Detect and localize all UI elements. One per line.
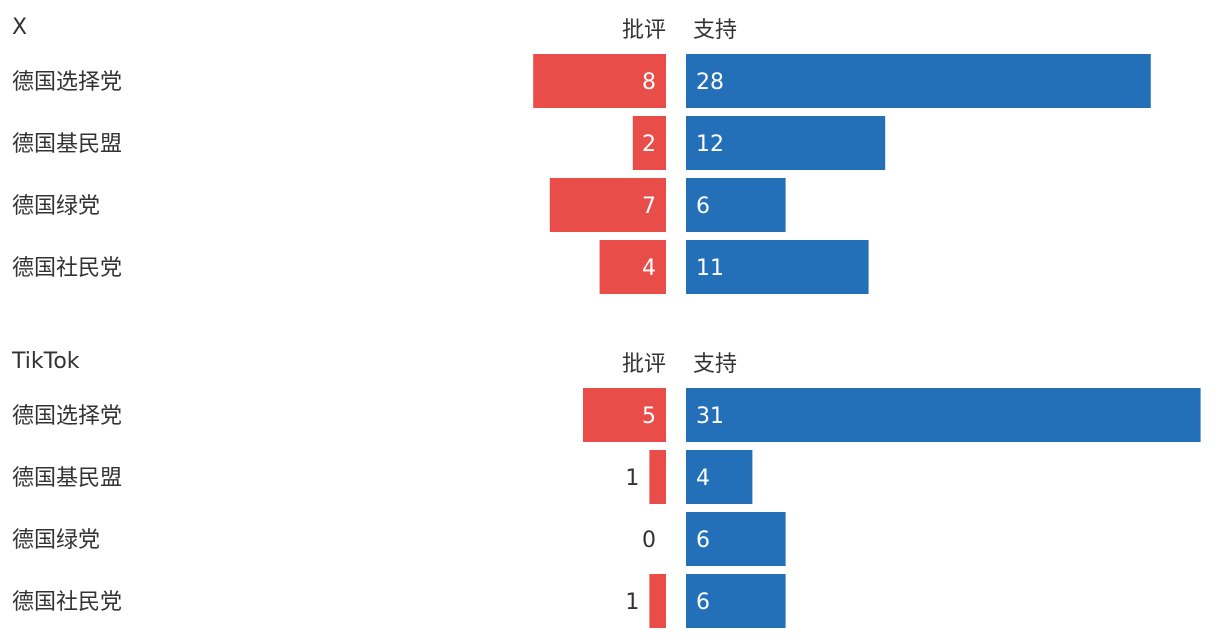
criticism-bar <box>599 240 666 294</box>
panel-title: X <box>12 15 27 40</box>
support-bar <box>686 388 1201 442</box>
support-value-label: 6 <box>696 194 710 219</box>
criticism-bar <box>649 450 666 504</box>
panel-title: TikTok <box>11 349 80 374</box>
category-label: 德国选择党 <box>12 404 122 429</box>
support-value-label: 28 <box>696 70 724 95</box>
criticism-value-label: 5 <box>642 404 656 429</box>
support-bar <box>686 240 869 294</box>
criticism-value-label: 1 <box>625 590 639 615</box>
category-label: 德国基民盟 <box>12 132 122 157</box>
support-bar <box>686 54 1151 108</box>
criticism-value-label: 0 <box>642 528 656 553</box>
support-value-label: 12 <box>696 132 724 157</box>
criticism-value-label: 8 <box>642 70 656 95</box>
criticism-value-label: 7 <box>642 194 656 219</box>
support-value-label: 6 <box>696 528 710 553</box>
criticism-bar <box>549 178 666 232</box>
category-label: 德国选择党 <box>12 70 122 95</box>
category-label: 德国社民党 <box>12 256 122 281</box>
criticism-value-label: 4 <box>642 256 656 281</box>
support-header: 支持 <box>693 18 737 43</box>
criticism-bar <box>533 54 666 108</box>
category-label: 德国绿党 <box>12 194 100 219</box>
support-bar <box>686 178 786 232</box>
category-label: 德国社民党 <box>12 590 122 615</box>
category-label: 德国基民盟 <box>12 466 122 491</box>
criticism-header: 批评 <box>622 352 666 377</box>
criticism-value-label: 2 <box>642 132 656 157</box>
support-bar <box>686 450 753 504</box>
support-value-label: 11 <box>696 256 724 281</box>
support-bar <box>686 512 786 566</box>
support-value-label: 4 <box>696 466 710 491</box>
criticism-bar <box>583 388 666 442</box>
criticism-bar <box>632 116 666 170</box>
criticism-bar <box>649 574 666 628</box>
support-header: 支持 <box>693 352 737 377</box>
criticism-value-label: 1 <box>625 466 639 491</box>
support-value-label: 6 <box>696 590 710 615</box>
support-value-label: 31 <box>696 404 724 429</box>
criticism-header: 批评 <box>622 18 666 43</box>
support-bar <box>686 574 786 628</box>
category-label: 德国绿党 <box>12 528 100 553</box>
support-bar <box>686 116 886 170</box>
